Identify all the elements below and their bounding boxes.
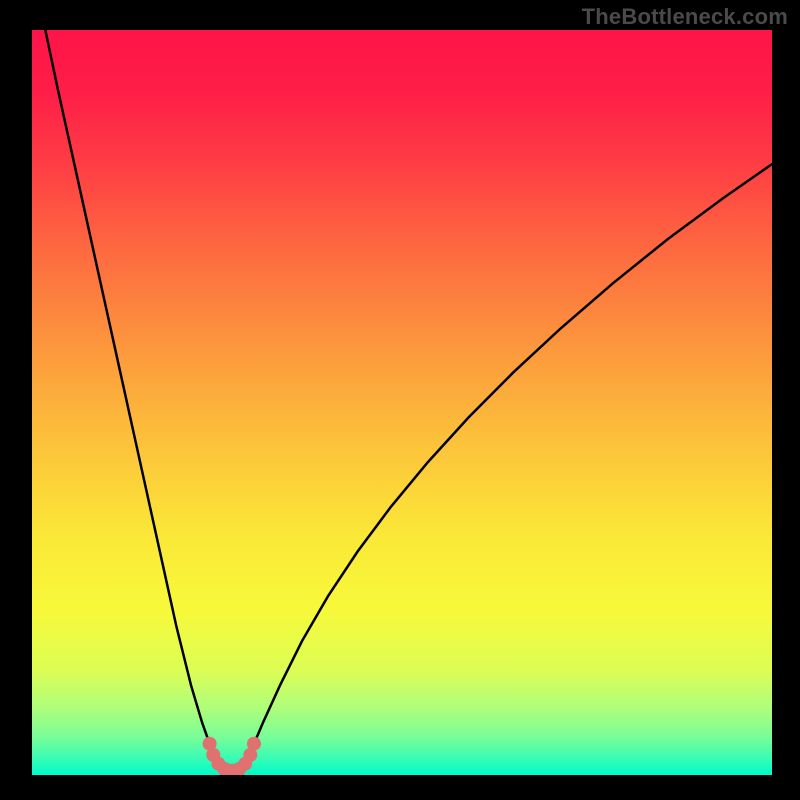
bottleneck-chart: TheBottleneck.com bbox=[0, 0, 800, 800]
plot-area bbox=[32, 30, 772, 775]
watermark-text: TheBottleneck.com bbox=[582, 4, 788, 30]
plot-svg bbox=[32, 30, 772, 775]
gradient-background bbox=[32, 30, 772, 775]
